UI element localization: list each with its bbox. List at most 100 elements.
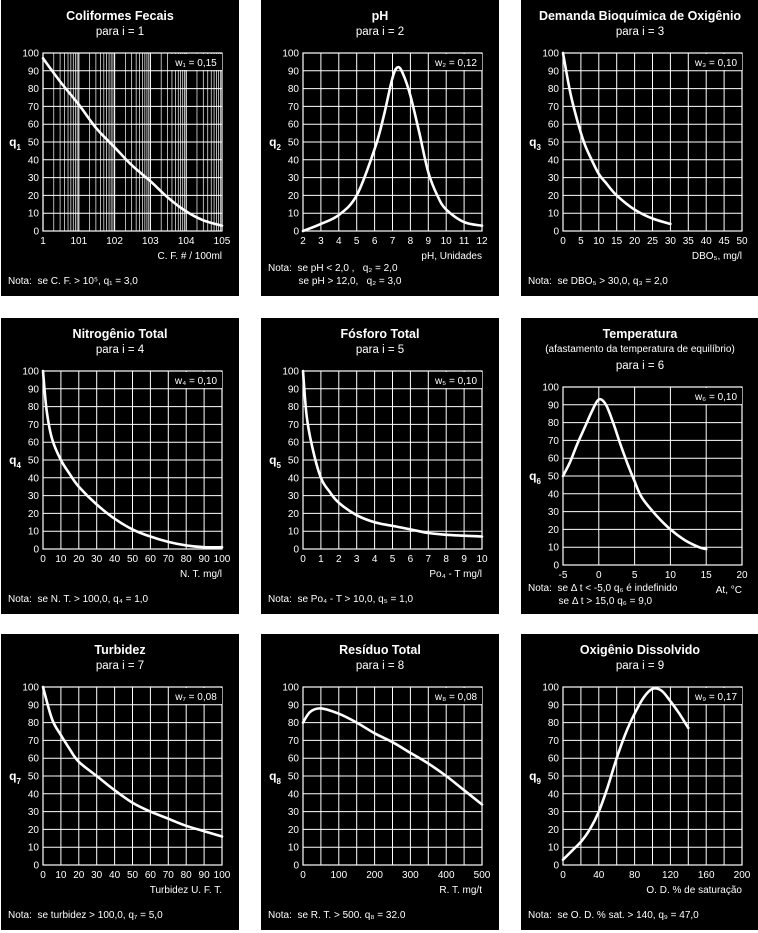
y-tick-label: 20: [28, 191, 40, 202]
chart-note: Nota: se DBO₅ > 30,0, q₃ = 2,0: [528, 275, 668, 288]
weight-box: [690, 388, 742, 404]
y-tick-label: 30: [28, 807, 40, 818]
y-tick-label: 10: [548, 843, 560, 854]
y-tick-label: 40: [28, 789, 40, 800]
x-tick-label: 200: [734, 870, 751, 881]
y-tick-label: 10: [288, 843, 300, 854]
y-tick-label: 10: [288, 209, 300, 220]
chart-panel: Temperatura (afastamento da temperatura d…: [521, 318, 758, 614]
chart-note-line: se pH > 12,0, q₂ = 3,0: [268, 276, 402, 287]
x-tick-label: 4: [372, 554, 378, 565]
chart-subtitle-note: (afastamento da temperatura de equilíbri…: [545, 344, 735, 355]
x-tick-label: 0: [596, 570, 602, 581]
x-tick-label: 10: [441, 236, 453, 247]
y-axis-label-main: q: [529, 769, 536, 783]
x-tick-label: 100: [330, 870, 347, 881]
y-tick-label: 20: [548, 525, 560, 536]
y-tick-label: 80: [28, 718, 40, 729]
x-tick-label: 4: [336, 236, 342, 247]
x-tick-label: 60: [145, 870, 157, 881]
y-axis-label: q6: [529, 469, 541, 486]
chart-note-line: Nota: se O. D. % sat. > 140, q₉ = 47,0: [528, 910, 699, 921]
chart-panel: Resíduo Total para i = 8 w₈ = 0,08 0 10 20 30 4…: [261, 634, 499, 930]
chart-title: Coliformes Fecais: [66, 9, 174, 23]
y-tick-label: 90: [288, 384, 300, 395]
x-tick-label: 70: [163, 870, 175, 881]
y-tick-label: 90: [28, 384, 40, 395]
x-tick-label: 104: [178, 236, 195, 247]
x-tick-label: 80: [181, 554, 193, 565]
x-tick-label: 500: [474, 870, 491, 881]
y-tick-label: 0: [293, 227, 299, 238]
chart-note: Nota: se pH < 2,0 , q₂ = 2,0 se pH > 12,…: [268, 262, 401, 288]
x-tick-label: 15: [611, 236, 623, 247]
x-tick-label: -5: [559, 570, 568, 581]
x-tick-label: 30: [91, 554, 103, 565]
chart-note-line: Nota: se turbidez > 100,0, q₇ = 5,0: [8, 910, 163, 921]
y-tick-label: 80: [288, 718, 300, 729]
y-tick-label: 0: [33, 861, 39, 872]
x-tick-label: 7: [390, 236, 396, 247]
chart-note: Nota: se turbidez > 100,0, q₇ = 5,0: [8, 909, 163, 922]
x-tick-label: 45: [719, 236, 731, 247]
y-axis-label-sub: 7: [16, 777, 21, 786]
y-tick-label: 100: [542, 49, 559, 60]
y-tick-label: 80: [28, 402, 40, 413]
x-tick-label: 5: [390, 554, 396, 565]
weight-label: w₈ = 0,08: [434, 692, 478, 703]
y-tick-label: 0: [553, 561, 559, 572]
weight-box: [690, 688, 742, 704]
chart-plot: w₉ = 0,17 0 10 20 30 40 50 60 70 80 90 100 0 40 80 120 1…: [529, 683, 751, 897]
x-tick-label: 103: [142, 236, 159, 247]
chart-title: Turbidez: [94, 643, 146, 657]
y-tick-label: 60: [288, 754, 300, 765]
chart-note: Nota: se O. D. % sat. > 140, q₉ = 47,0: [528, 909, 699, 922]
y-tick-label: 60: [28, 120, 40, 131]
y-axis-label-main: q: [269, 453, 276, 467]
chart-note-line: se Δ t > 15,0 q₆ = 9,0: [528, 596, 653, 607]
chart-subtitle: para i = 7: [95, 660, 145, 672]
y-tick-label: 90: [548, 700, 560, 711]
x-tick-label: 20: [73, 554, 85, 565]
chart-plot: w₈ = 0,08 0 10 20 30 40 50 60 70 80 90 100 0 100 200 30…: [269, 683, 491, 897]
y-tick-label: 20: [548, 825, 560, 836]
weight-label: w₆ = 0,10: [694, 392, 738, 403]
x-tick-label: 15: [701, 570, 713, 581]
y-axis-label: q2: [269, 135, 281, 152]
quality-curve: [561, 51, 672, 226]
y-axis-label: q8: [269, 769, 281, 786]
weight-box: [690, 54, 742, 70]
chart-panel: pH para i = 2 w₂ = 0,12 0 10 20 30 40 50 60 70 80 90…: [261, 0, 499, 296]
x-axis-label: Po₄ - T mg/l: [429, 569, 482, 580]
weight-label: w₄ = 0,10: [174, 376, 218, 387]
x-tick-label: 300: [402, 870, 419, 881]
x-tick-label: 1: [40, 236, 46, 247]
y-tick-label: 20: [288, 509, 300, 520]
quality-curve: [41, 57, 224, 227]
y-tick-label: 80: [548, 718, 560, 729]
x-axis-label: At, °C: [716, 585, 742, 596]
y-tick-label: 10: [548, 209, 560, 220]
chart-plot: w₅ = 0,10 0 10 20 30 40 50 60 70 80 90 100 0 1 2 3 4 5 6 7 8…: [269, 367, 488, 581]
y-tick-label: 0: [293, 545, 299, 556]
chart-title: Oxigênio Dissolvido: [579, 643, 701, 657]
y-axis-label-sub: 9: [536, 777, 541, 786]
x-tick-label: 5: [632, 570, 638, 581]
quality-curve: [41, 685, 224, 838]
y-tick-label: 40: [288, 789, 300, 800]
y-tick-label: 50: [288, 456, 300, 467]
y-tick-label: 70: [288, 420, 300, 431]
chart-note: Nota: se Δ t < -5,0 q₆ é indefinido se Δ…: [528, 582, 677, 608]
chart-note-line: Nota: se Δ t < -5,0 q₆ é indefinido: [528, 583, 678, 594]
y-tick-label: 100: [282, 49, 299, 60]
x-tick-label: 0: [560, 870, 566, 881]
y-tick-label: 70: [288, 102, 300, 113]
y-axis-label-main: q: [9, 135, 16, 149]
weight-box: [430, 54, 482, 70]
y-tick-label: 70: [548, 736, 560, 747]
x-axis-label: DBO₅, mg/l: [692, 251, 742, 262]
x-tick-label: 10: [476, 554, 488, 565]
